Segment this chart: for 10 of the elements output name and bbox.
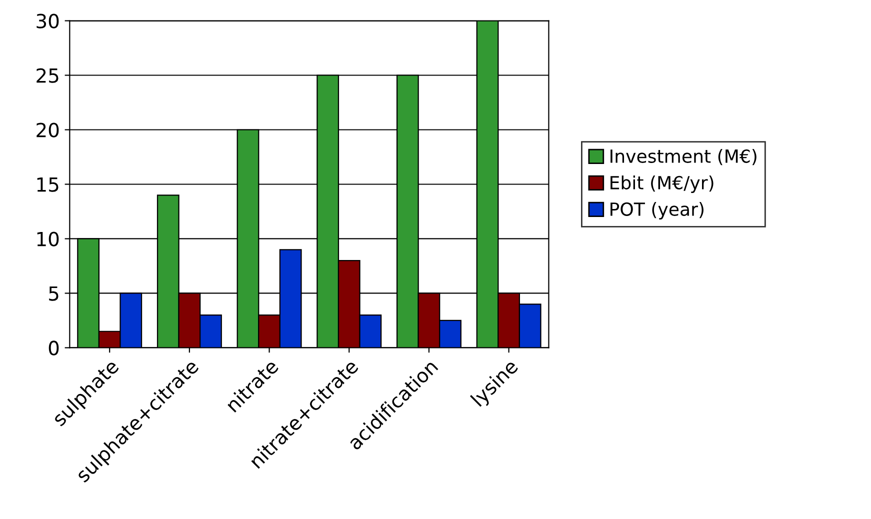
y-tick-label: 15 <box>37 177 58 192</box>
legend-label: Ebit (M€/yr) <box>610 176 714 193</box>
legend-label: Investment (M€) <box>610 149 756 166</box>
y-tick-label: 20 <box>36 122 59 138</box>
y-tick-label: 25 <box>36 68 58 83</box>
legend-label: POT (year) <box>610 202 704 220</box>
y-tick-label: 0 <box>48 340 59 356</box>
y-tick-label: 5 <box>49 286 58 301</box>
y-tick-label: 10 <box>37 232 59 246</box>
y-tick-label: 30 <box>36 14 59 28</box>
